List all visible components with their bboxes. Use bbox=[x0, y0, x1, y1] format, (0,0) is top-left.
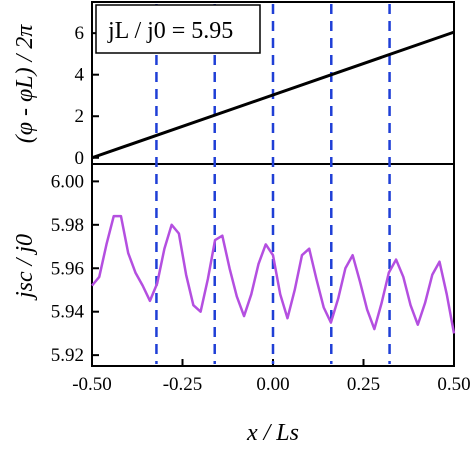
bottom-y-tick-label: 5.92 bbox=[51, 345, 84, 366]
annotation-box bbox=[95, 4, 261, 54]
x-axis-title: x / Ls bbox=[246, 420, 299, 446]
bottom-y-axis-title: jsc / j0 bbox=[12, 234, 38, 301]
x-ticks: -0.50 -0.25 0.00 0.25 0.50 bbox=[72, 359, 471, 395]
top-y-tick-label: 4 bbox=[75, 65, 85, 86]
x-tick-label: 0.25 bbox=[347, 374, 380, 395]
phase-series-line bbox=[91, 30, 455, 160]
dashed-vertical-lines bbox=[155, 4, 391, 364]
top-y-tick-label: 6 bbox=[75, 23, 85, 44]
bottom-y-ticks: 5.92 5.94 5.96 5.98 6.00 bbox=[51, 171, 99, 366]
bottom-y-tick-label: 5.96 bbox=[51, 258, 84, 279]
top-y-tick-label: 0 bbox=[75, 148, 85, 169]
x-tick-label: -0.25 bbox=[163, 374, 203, 395]
annotation-text: jL / j0 = 5.95 bbox=[107, 18, 233, 44]
top-y-tick-label: 2 bbox=[75, 106, 85, 127]
top-y-axis-title: (φ - φL) / 2π bbox=[12, 24, 38, 144]
bottom-y-tick-label: 6.00 bbox=[51, 171, 84, 192]
x-tick-label: 0.00 bbox=[256, 374, 289, 395]
x-tick-label: 0.50 bbox=[437, 374, 470, 395]
x-tick-label: -0.50 bbox=[72, 374, 112, 395]
current-series-line bbox=[91, 214, 456, 334]
bottom-y-tick-label: 5.98 bbox=[51, 215, 84, 236]
bottom-y-tick-label: 5.94 bbox=[51, 302, 85, 323]
